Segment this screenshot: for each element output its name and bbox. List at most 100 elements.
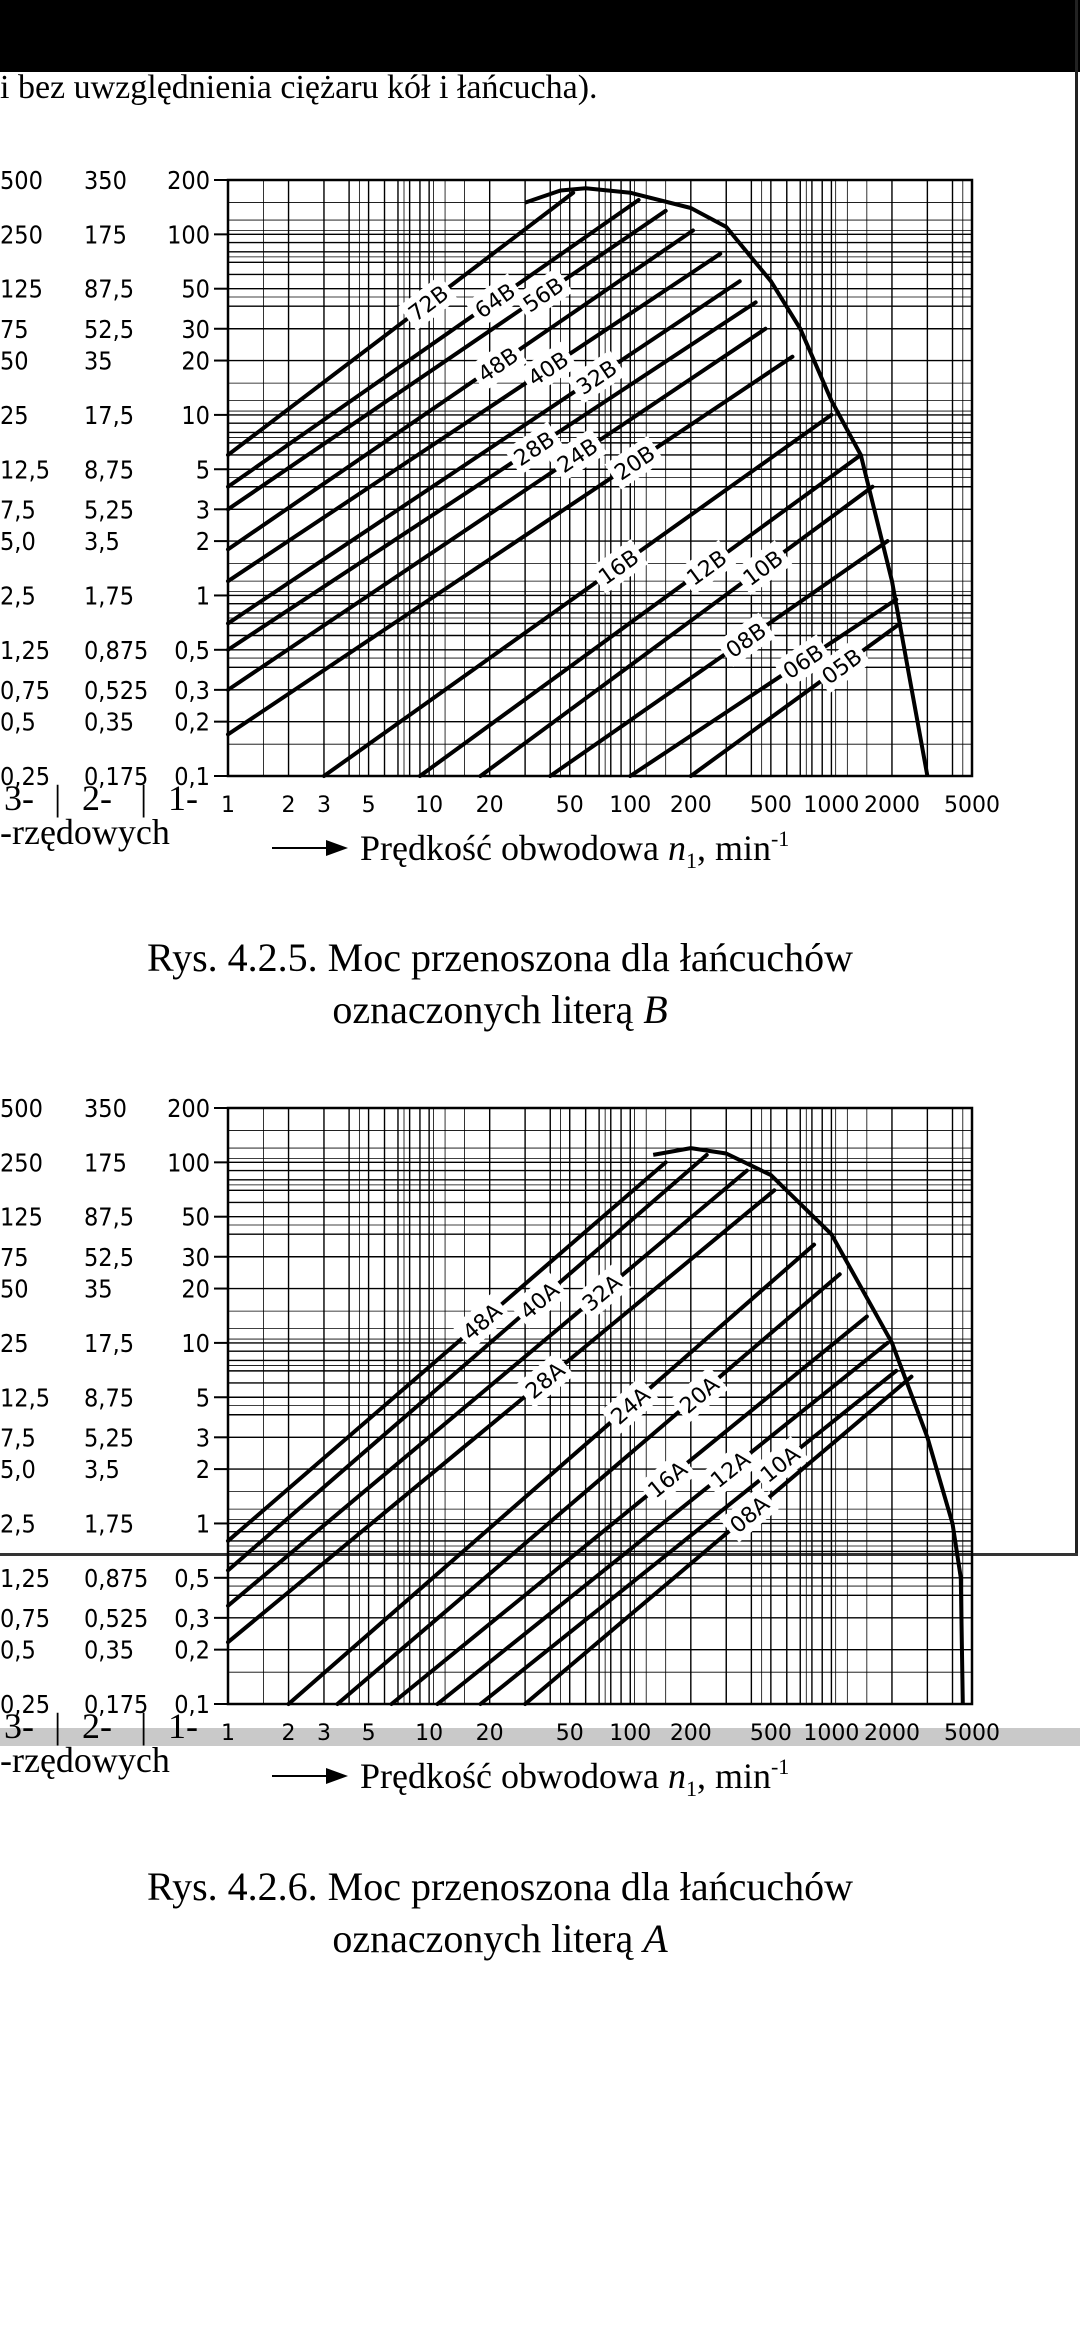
chart-b-xlabel-50: 50 <box>556 793 584 818</box>
chart-b-ylabel-2row: 3,5 <box>84 527 120 556</box>
chart-b-series-line-56B <box>226 208 668 512</box>
chart-b-series-label-bg <box>604 435 665 490</box>
chart-a-xlabel-3: 3 <box>317 1721 331 1746</box>
chart-a-xlabel-10: 10 <box>415 1721 443 1746</box>
chart-b-xaxis-symbol: n <box>668 828 686 868</box>
chart-b-xlabel-20: 20 <box>476 793 504 818</box>
caption-b-letter: B <box>643 987 668 1032</box>
chart-a-ylabel-3row: 12,5 <box>0 1383 50 1412</box>
chart-a-xlabel-2: 2 <box>282 1721 296 1746</box>
chart-a-ylabel-3row: 2,5 <box>0 1509 36 1538</box>
caption-b-line2: oznaczonych literą B <box>0 984 1000 1036</box>
chart-b-xlabel-10: 10 <box>415 793 443 818</box>
chart-a-ylabel-1row: 2 <box>196 1455 210 1484</box>
chart-b-xlabel-1: 1 <box>221 793 235 818</box>
chart-b-ylabel-3row: 2,5 <box>0 581 36 610</box>
chart-b-ylabel-2row: 350 <box>84 166 127 195</box>
chart-b-series-label-bg <box>773 634 834 689</box>
chart-b-series-line-16B <box>321 412 834 778</box>
chart-b-series-label-bg <box>547 428 608 483</box>
chart-a-series-label-bg <box>452 1293 512 1350</box>
chart-b-series-line-24B <box>226 326 768 692</box>
chart-b-ylabel-2row: 5,25 <box>84 495 134 524</box>
chart-a-ylabel-1row: 30 <box>181 1243 210 1272</box>
chart-b-ylabel-3row: 125 <box>0 275 43 304</box>
chart-a-series-label-bg <box>700 1441 760 1498</box>
chart-b-ylabel-3row: 7,5 <box>0 495 36 524</box>
chart-a-ylabel-1row: 0,5 <box>174 1564 210 1593</box>
chart-a-ylabel-3row: 25 <box>0 1329 29 1358</box>
chart-a-ylabel-2row: 17,5 <box>84 1329 134 1358</box>
chart-b-xlabel-500: 500 <box>750 793 792 818</box>
caption-a-line2: oznaczonych literą A <box>0 1913 1000 1965</box>
chart-a-ylabel-3row: 250 <box>0 1148 43 1177</box>
chart-b-xlabel-2: 2 <box>282 793 296 818</box>
chart-b-ylabel-1row: 200 <box>167 166 210 195</box>
chart-b-series-label-bg <box>517 341 578 396</box>
chart-b-series-label-bg <box>676 539 737 595</box>
chart-b-ylabel-1row: 1 <box>196 581 210 610</box>
chart-a-series-label-bg <box>572 1264 632 1321</box>
chart-b-ylabel-3row: 12,5 <box>0 455 50 484</box>
chart-a-ylabel-3row: 50 <box>0 1275 29 1304</box>
chart-a-row1-label: 1- <box>168 1706 198 1746</box>
chart-a-row3-label: 3- <box>4 1706 34 1746</box>
chart-a-ylabel-1row: 0,2 <box>174 1636 210 1665</box>
caption-a-line1: Rys. 4.2.6. Moc przenoszona dla łańcuchó… <box>147 1864 853 1909</box>
chart-b-series-line-20B <box>226 354 795 737</box>
chart-a-series-line-10A <box>478 1368 899 1706</box>
chart-b-ylabel-3row: 0,75 <box>0 676 50 705</box>
caption-a-letter: A <box>643 1916 668 1961</box>
chart-b-series-line-32B <box>226 279 742 626</box>
chart-b-xlabel-2000: 2000 <box>864 793 920 818</box>
chart-b-ylabel-1row: 0,2 <box>174 708 210 737</box>
caption-b-line1: Rys. 4.2.5. Moc przenoszona dla łańcuchó… <box>147 935 853 980</box>
chart-a-ylabel-2row: 350 <box>84 1094 127 1123</box>
chart-b-series-line-28B <box>226 300 758 652</box>
chart-a-sep1: | <box>54 1706 61 1746</box>
chart-b-ylabel-2row: 0,525 <box>84 676 148 705</box>
chart-b-ylabel-3row: 250 <box>0 220 43 249</box>
chart-b-xlabel-1000: 1000 <box>803 793 859 818</box>
chart-a-ylabel-2row: 175 <box>84 1148 127 1177</box>
chart-b-xlabel-100: 100 <box>609 793 651 818</box>
chart-a-ylabel-1row: 100 <box>167 1148 210 1177</box>
chart-a-xlabel-20: 20 <box>476 1721 504 1746</box>
chart-b-series-line-05B <box>688 621 903 778</box>
top-text-line: i bez uwzględnienia ciężaru kół i łańcuc… <box>0 69 598 106</box>
chart-a-envelope-curve <box>652 1146 965 1705</box>
chart-b-ylabel-3row: 1,25 <box>0 636 50 665</box>
chart-a-ylabel-2row: 1,75 <box>84 1509 134 1538</box>
chart-b-ylabel-2row: 175 <box>84 220 127 249</box>
chart-a-ylabel-2row: 5,25 <box>84 1423 134 1452</box>
chart-a-ylabel-1row: 20 <box>181 1275 210 1304</box>
chart-b-ylabel-1row: 0,3 <box>174 676 210 705</box>
chart-b-ylabel-3row: 0,25 <box>0 762 50 791</box>
chart-a-ylabel-3row: 5,0 <box>0 1455 36 1484</box>
chart-b-series-line-08B <box>548 539 890 778</box>
chart-b-ylabel-3row: 25 <box>0 401 29 430</box>
chart-b-sep2: | <box>140 778 147 818</box>
chart-b-series-label-bg <box>467 337 528 392</box>
chart-b-ylabel-3row: 5,0 <box>0 527 36 556</box>
chart-a-grid <box>227 1107 973 1705</box>
chart-b-row1-label: 1- <box>168 778 198 818</box>
chart-b-series-label-group-40B: 40B <box>517 341 578 396</box>
chart-a-ylabel-3row: 0,25 <box>0 1690 50 1719</box>
chart-b-series-label-bg <box>588 539 649 594</box>
chart-a-xlabel-5000: 5000 <box>944 1721 1000 1746</box>
chart-a-ylabel-2row: 3,5 <box>84 1455 120 1484</box>
chart-a-series-line-20A <box>335 1272 842 1706</box>
chart-a-sep2: | <box>140 1706 147 1746</box>
chart-a-series-label-bg <box>750 1436 810 1493</box>
chart-a-ylabel-3row: 125 <box>0 1203 43 1232</box>
chart-a-xaxis-sub: 1 <box>686 1776 697 1801</box>
chart-b-xaxis-label: Prędkość obwodowa n1, min-1 <box>360 826 789 873</box>
chart-a-series-label-bg <box>719 1485 779 1543</box>
caption-b-line2-text: oznaczonych literą <box>332 987 644 1032</box>
chart-b-ylabel-3row: 75 <box>0 315 29 344</box>
chart-a-ylabel-2row: 0,875 <box>84 1564 148 1593</box>
bottom-gray-bar <box>0 1728 1080 1746</box>
chart-b-plot-frame <box>226 178 974 778</box>
